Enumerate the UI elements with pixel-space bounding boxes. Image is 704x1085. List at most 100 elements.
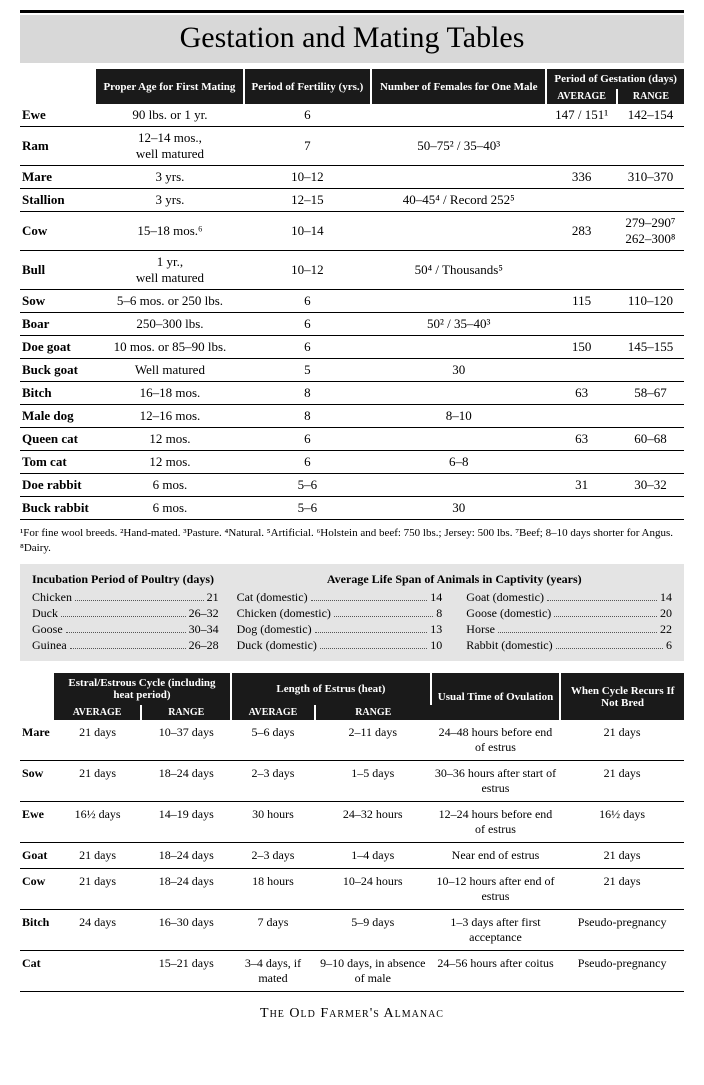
col-females-header: Number of Females for One Male <box>371 69 546 104</box>
cell-age: 12–14 mos.,well matured <box>96 127 244 166</box>
cell-heat-range: 10–24 hours <box>315 869 431 910</box>
gestation-table: Proper Age for First Mating Period of Fe… <box>20 69 684 520</box>
cell-avg <box>546 405 617 428</box>
incubation-title: Incubation Period of Poultry (days) <box>32 572 219 587</box>
cell-fert: 6 <box>244 336 371 359</box>
table-row: Ram12–14 mos.,well matured750–75² / 35–4… <box>20 127 684 166</box>
table-row: Sow21 days18–24 days2–3 days1–5 days30–3… <box>20 761 684 802</box>
animal-name: Buck rabbit <box>20 497 96 520</box>
estrus-table: Estral/Estrous Cycle (including heat per… <box>20 673 684 992</box>
animal-name: Cat <box>20 951 54 992</box>
table-row: Male dog12–16 mos.88–10 <box>20 405 684 428</box>
col-gest-header: Period of Gestation (days) <box>546 69 684 89</box>
cell-heat-range: 2–11 days <box>315 720 431 761</box>
animal-name: Stallion <box>20 189 96 212</box>
cell-females: 50⁴ / Thousands⁵ <box>371 251 546 290</box>
cell-fert: 6 <box>244 290 371 313</box>
cell-avg <box>546 313 617 336</box>
item-name: Cat (domestic) <box>237 589 308 605</box>
cell-avg: 147 / 151¹ <box>546 104 617 127</box>
cell-heat-avg: 30 hours <box>231 802 315 843</box>
list-item: Goose (domestic)20 <box>466 605 672 621</box>
source-credit: The Old Farmer's Almanac <box>20 1006 684 1022</box>
cell-avg <box>546 451 617 474</box>
cell-heat-avg: 2–3 days <box>231 843 315 869</box>
animal-name: Bitch <box>20 910 54 951</box>
cell-ovul: 10–12 hours after end of estrus <box>431 869 561 910</box>
cell-fert: 5 <box>244 359 371 382</box>
cell-fert: 6 <box>244 451 371 474</box>
item-value: 26–32 <box>189 605 219 621</box>
cell-females: 6–8 <box>371 451 546 474</box>
list-item: Chicken (domestic)8 <box>237 605 443 621</box>
cell-ovul: Near end of estrus <box>431 843 561 869</box>
info-box: Incubation Period of Poultry (days) Chic… <box>20 564 684 662</box>
cell-avg <box>546 189 617 212</box>
item-value: 21 <box>207 589 219 605</box>
animal-name: Bitch <box>20 382 96 405</box>
cell-cycle-range: 18–24 days <box>141 843 231 869</box>
cell-cycle-range: 16–30 days <box>141 910 231 951</box>
cell-cycle-range: 10–37 days <box>141 720 231 761</box>
cell-females <box>371 212 546 251</box>
col-ovul-header: Usual Time of Ovulation <box>431 673 561 720</box>
cell-range <box>617 405 684 428</box>
table-row: Buck rabbit6 mos.5–630 <box>20 497 684 520</box>
cell-fert: 8 <box>244 382 371 405</box>
cell-range: 310–370 <box>617 166 684 189</box>
item-value: 20 <box>660 605 672 621</box>
cell-age: 250–300 lbs. <box>96 313 244 336</box>
sub-range2-header: RANGE <box>141 705 231 720</box>
sub-avg-header: AVERAGE <box>546 89 617 104</box>
col-age-header: Proper Age for First Mating <box>96 69 244 104</box>
cell-range: 145–155 <box>617 336 684 359</box>
cell-age: 12 mos. <box>96 451 244 474</box>
cell-females <box>371 382 546 405</box>
cell-avg: 283 <box>546 212 617 251</box>
cell-heat-avg: 18 hours <box>231 869 315 910</box>
cell-females: 50² / 35–40³ <box>371 313 546 336</box>
list-item: Goose30–34 <box>32 621 219 637</box>
cell-range <box>617 189 684 212</box>
animal-name: Ram <box>20 127 96 166</box>
cell-females <box>371 166 546 189</box>
cell-range <box>617 497 684 520</box>
cell-cycle-avg: 21 days <box>54 843 142 869</box>
cell-range: 30–32 <box>617 474 684 497</box>
cell-age: 3 yrs. <box>96 189 244 212</box>
cell-range: 279–290⁷262–300⁸ <box>617 212 684 251</box>
cell-ovul: 1–3 days after first acceptance <box>431 910 561 951</box>
item-value: 26–28 <box>189 637 219 653</box>
item-value: 14 <box>430 589 442 605</box>
item-name: Chicken (domestic) <box>237 605 331 621</box>
cell-range: 142–154 <box>617 104 684 127</box>
cell-avg <box>546 127 617 166</box>
animal-name: Ewe <box>20 802 54 843</box>
item-value: 10 <box>430 637 442 653</box>
cell-fert: 10–14 <box>244 212 371 251</box>
cell-fert: 6 <box>244 104 371 127</box>
cell-recur: Pseudo-pregnancy <box>560 910 684 951</box>
cell-cycle-avg <box>54 951 142 992</box>
sub-range-header: RANGE <box>617 89 684 104</box>
animal-name: Goat <box>20 843 54 869</box>
animal-name: Buck goat <box>20 359 96 382</box>
sub-range2b-header: RANGE <box>315 705 431 720</box>
cell-cycle-avg: 16½ days <box>54 802 142 843</box>
item-value: 30–34 <box>189 621 219 637</box>
col-cycle-header: Estral/Estrous Cycle (including heat per… <box>54 673 231 705</box>
cell-ovul: 12–24 hours before end of estrus <box>431 802 561 843</box>
page: Gestation and Mating Tables Proper Age f… <box>0 0 704 1042</box>
cell-cycle-range: 14–19 days <box>141 802 231 843</box>
cell-range: 60–68 <box>617 428 684 451</box>
animal-name: Doe goat <box>20 336 96 359</box>
cell-heat-range: 1–5 days <box>315 761 431 802</box>
cell-ovul: 30–36 hours after start of estrus <box>431 761 561 802</box>
cell-range: 110–120 <box>617 290 684 313</box>
list-item: Goat (domestic)14 <box>466 589 672 605</box>
table-row: Goat21 days18–24 days2–3 days1–4 daysNea… <box>20 843 684 869</box>
sub-avg2b-header: AVERAGE <box>231 705 315 720</box>
cell-fert: 10–12 <box>244 251 371 290</box>
table-row: Cow15–18 mos.⁶10–14283279–290⁷262–300⁸ <box>20 212 684 251</box>
cell-females: 8–10 <box>371 405 546 428</box>
